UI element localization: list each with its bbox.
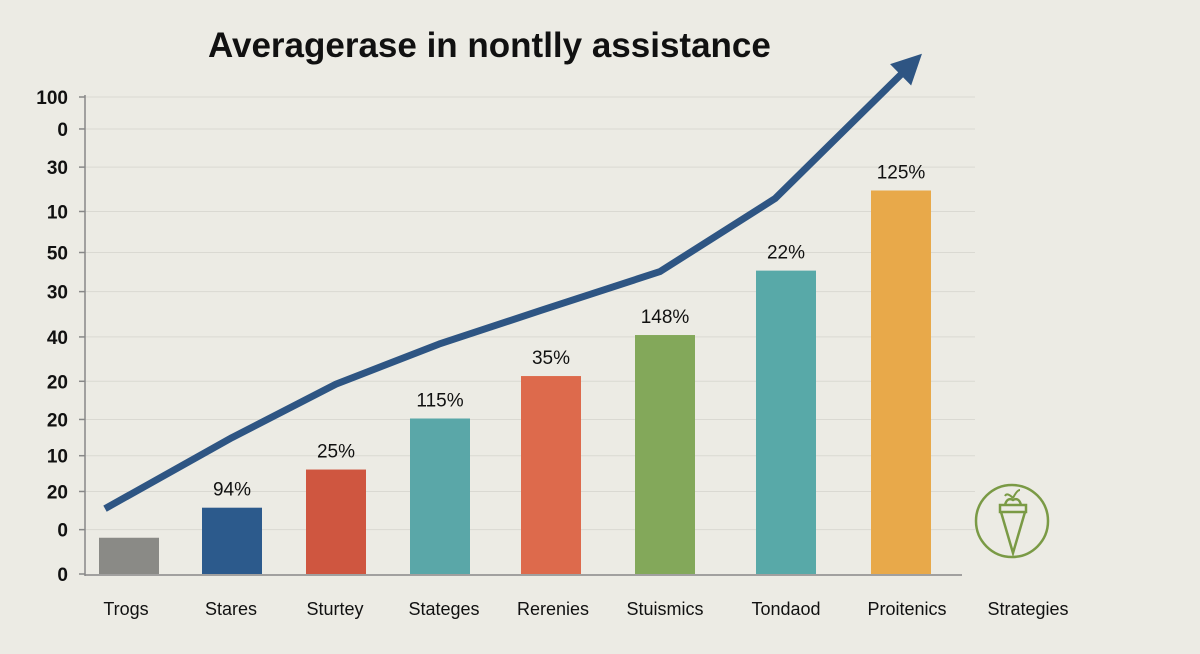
x-tick-label: Strategies — [987, 599, 1068, 619]
bar — [756, 270, 816, 574]
x-tick-label: Stateges — [408, 599, 479, 619]
data-label: 25% — [317, 442, 355, 463]
y-tick-label: 10 — [47, 202, 68, 223]
y-tick-label: 0 — [57, 521, 68, 542]
y-tick-label: 30 — [47, 158, 68, 179]
bar — [306, 469, 366, 574]
data-label: 125% — [877, 162, 926, 183]
x-tick-label: Rerenies — [517, 599, 589, 619]
x-tick-label: Stuismics — [626, 599, 703, 619]
data-label: 22% — [767, 243, 805, 264]
y-tick-label: 10 — [47, 447, 68, 468]
data-label: 148% — [641, 307, 690, 328]
x-tick-label: Tondaod — [751, 599, 820, 619]
y-tick-label: 50 — [47, 244, 68, 265]
bar — [635, 335, 695, 574]
data-label: 115% — [416, 390, 463, 411]
x-tick-label: Sturtey — [306, 599, 363, 619]
y-tick-label: 100 — [36, 88, 68, 109]
trend-line — [103, 61, 915, 512]
y-tick-label: 20 — [47, 410, 68, 431]
carrot-in-circle-icon — [974, 483, 1050, 559]
y-tick-label: 0 — [57, 565, 68, 586]
bar — [521, 376, 581, 574]
chart-title: Averagerase in nontlly assistance — [208, 26, 771, 65]
y-tick-label: 30 — [47, 283, 68, 304]
y-tick-label: 20 — [47, 372, 68, 393]
bar — [871, 190, 931, 574]
bar — [99, 537, 159, 574]
x-tick-label: Proitenics — [867, 599, 946, 619]
trend-arrowhead — [890, 53, 922, 86]
data-label: 94% — [213, 480, 251, 501]
bar — [202, 507, 262, 574]
y-tick-label: 40 — [47, 328, 68, 349]
x-tick-label: Trogs — [103, 599, 148, 619]
data-label: 35% — [532, 348, 570, 369]
y-tick-label: 20 — [47, 482, 68, 503]
x-tick-label: Stares — [205, 599, 257, 619]
bar — [410, 418, 470, 574]
y-tick-label: 0 — [57, 120, 68, 141]
